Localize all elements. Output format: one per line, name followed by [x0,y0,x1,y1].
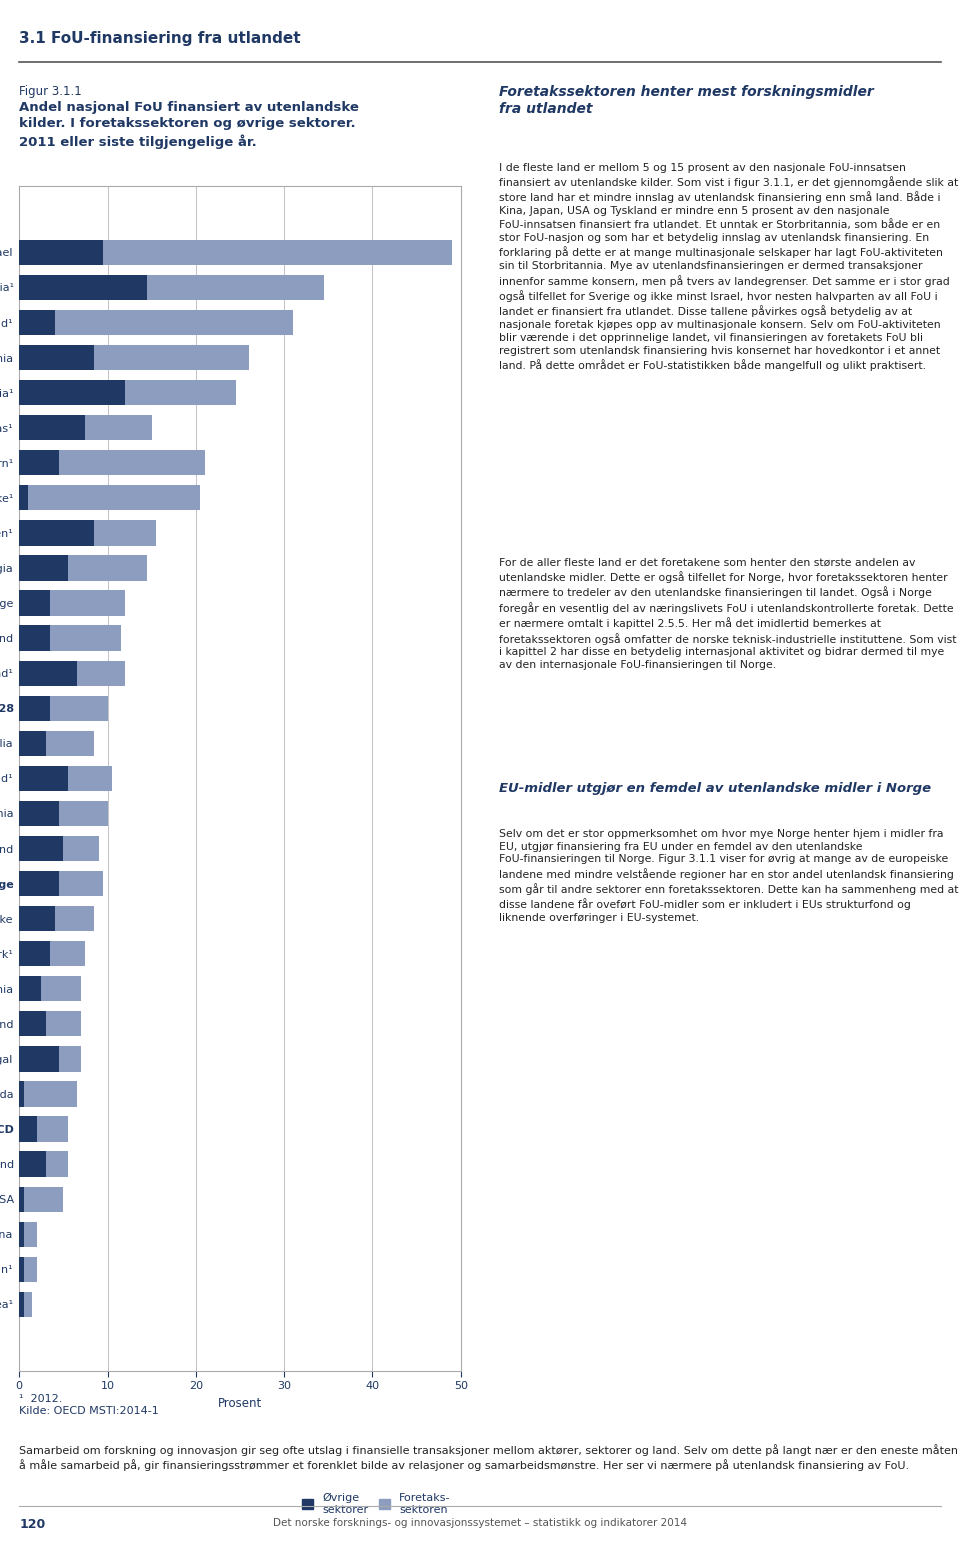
Bar [125,380,235,406]
Bar [19,976,41,1001]
Bar [50,942,85,967]
Bar [19,660,77,686]
Bar [50,626,121,651]
Bar [94,520,156,545]
Text: 3.1 FoU-finansiering fra utlandet: 3.1 FoU-finansiering fra utlandet [19,31,300,46]
Bar [46,731,94,756]
Bar [19,1256,24,1283]
Bar [68,765,112,792]
Text: For de aller fleste land er det foretakene som henter den største andelen av ute: For de aller fleste land er det foretake… [499,558,957,671]
Bar [19,1081,24,1106]
Bar [24,1222,36,1247]
Text: Andel nasjonal FoU finansiert av utenlandske
kilder. I foretakssektoren og øvrig: Andel nasjonal FoU finansiert av utenlan… [19,101,359,149]
Bar [19,696,50,720]
Bar [24,1256,36,1283]
Bar [77,660,125,686]
Text: Samarbeid om forskning og innovasjon gir seg ofte utslag i finansielle transaksj: Samarbeid om forskning og innovasjon gir… [19,1444,958,1472]
Bar [59,1046,81,1072]
Text: Foretakssektoren henter mest forskningsmidler
fra utlandet: Foretakssektoren henter mest forskningsm… [499,85,874,116]
Bar [85,415,152,440]
Bar [19,871,59,897]
Bar [24,1292,33,1317]
Bar [19,942,50,967]
Bar [19,451,59,476]
Bar [147,274,324,301]
Bar [19,415,85,440]
Bar [59,871,103,897]
Bar [19,380,125,406]
Bar [50,696,108,720]
Bar [19,1117,36,1142]
Bar [19,310,55,335]
Bar [94,345,249,370]
Bar [103,240,452,265]
Bar [24,1081,77,1106]
Bar [19,1187,24,1211]
Bar [19,1292,24,1317]
Bar [19,485,28,511]
X-axis label: Prosent: Prosent [218,1397,262,1410]
Bar [63,836,99,861]
Text: Det norske forsknings- og innovasjonssystemet – statistikk og indikatorer 2014: Det norske forsknings- og innovasjonssys… [273,1518,687,1527]
Text: 120: 120 [19,1518,45,1530]
Bar [19,626,50,651]
Bar [19,556,68,581]
Bar [19,1222,24,1247]
Text: Selv om det er stor oppmerksomhet om hvor mye Norge henter hjem i midler fra EU,: Selv om det er stor oppmerksomhet om hvo… [499,829,959,923]
Bar [59,451,204,476]
Bar [36,1117,68,1142]
Bar [28,485,201,511]
Legend: Øvrige
sektorer, Foretaks-
sektoren: Øvrige sektorer, Foretaks- sektoren [298,1489,455,1520]
Text: EU-midler utgjør en femdel av utenlandske midler i Norge: EU-midler utgjør en femdel av utenlandsk… [499,782,931,795]
Bar [55,906,94,931]
Bar [19,520,94,545]
Bar [55,310,293,335]
Bar [19,1046,59,1072]
Bar [46,1011,81,1036]
Bar [19,345,94,370]
Bar [19,801,59,826]
Bar [50,590,125,615]
Text: Figur 3.1.1: Figur 3.1.1 [19,85,82,98]
Bar [19,274,147,301]
Bar [19,906,55,931]
Text: ¹  2012.
Kilde: OECD MSTI:2014-1: ¹ 2012. Kilde: OECD MSTI:2014-1 [19,1394,159,1416]
Text: I de fleste land er mellom 5 og 15 prosent av den nasjonale FoU-innsatsen finans: I de fleste land er mellom 5 og 15 prose… [499,163,958,372]
Bar [19,765,68,792]
Bar [19,590,50,615]
Bar [46,1151,68,1177]
Bar [41,976,81,1001]
Bar [24,1187,63,1211]
Bar [19,1151,46,1177]
Bar [68,556,147,581]
Bar [19,240,103,265]
Bar [19,836,63,861]
Bar [19,731,46,756]
Bar [59,801,108,826]
Bar [19,1011,46,1036]
